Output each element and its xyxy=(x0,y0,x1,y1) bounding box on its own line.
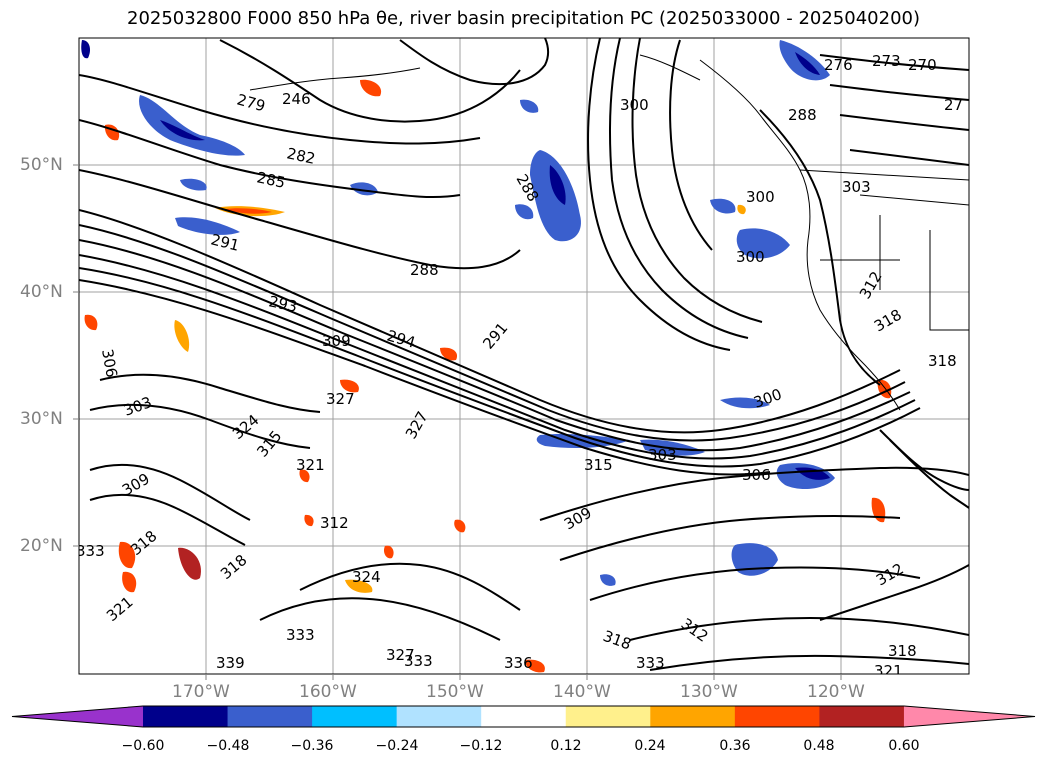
contour-label: 300 xyxy=(736,248,765,266)
contour-label: 300 xyxy=(746,188,775,206)
lat-label: 20°N xyxy=(20,536,63,556)
lon-label: 130°W xyxy=(680,682,738,702)
contour-label: 246 xyxy=(282,90,311,108)
contour-label: 282 xyxy=(285,144,317,168)
contour-label: 324 xyxy=(352,568,381,586)
contour-label: 321 xyxy=(874,662,903,680)
lon-label: 160°W xyxy=(299,682,357,702)
precip-positive-shading xyxy=(84,79,892,673)
contour-label: 303 xyxy=(648,446,677,464)
colorbar-tick-label: −0.60 xyxy=(121,738,165,754)
contour-label: 333 xyxy=(636,654,665,672)
contour-label: 333 xyxy=(286,626,315,644)
contour-label: 327 xyxy=(386,646,415,664)
contour-label: 318 xyxy=(888,642,917,660)
colorbar-tick-label: 0.24 xyxy=(634,738,666,754)
contour-label: 315 xyxy=(584,456,613,474)
contour-label: 293 xyxy=(267,292,299,316)
contour-label: 288 xyxy=(788,106,817,124)
contour-label: 288 xyxy=(410,261,439,279)
contour-label: 273 xyxy=(872,52,901,70)
contour-labels: 279 246 282 285 291 293 288 294 309 291 … xyxy=(76,52,963,680)
contour-label: 333 xyxy=(76,542,105,560)
coastlines xyxy=(249,54,969,411)
colorbar-tick-label: −0.24 xyxy=(375,738,419,754)
contour-label: 327 xyxy=(326,390,355,408)
contour-label: 321 xyxy=(296,456,325,474)
colorbar-tick-label: −0.48 xyxy=(206,738,250,754)
lat-label: 40°N xyxy=(20,282,63,302)
colorbar-tick-label: 0.48 xyxy=(803,738,835,754)
lat-label: 30°N xyxy=(20,409,63,429)
chart-title: 2025032800 F000 850 hPa θe, river basin … xyxy=(127,8,920,29)
contour-label: 336 xyxy=(504,654,533,672)
contour-label: 270 xyxy=(908,56,937,74)
lon-label: 150°W xyxy=(426,682,484,702)
theta-e-contours xyxy=(79,38,969,671)
contour-label: 312 xyxy=(320,514,349,532)
colorbar-tick-label: 0.12 xyxy=(550,738,582,754)
contour-label: 306 xyxy=(742,466,771,484)
axis-ticks xyxy=(73,164,842,680)
colorbar-tick-label: −0.12 xyxy=(459,738,503,754)
lon-label: 170°W xyxy=(172,682,230,702)
contour-label: 300 xyxy=(620,96,649,114)
contour-label: 333 xyxy=(404,652,433,670)
lat-label: 50°N xyxy=(20,155,63,175)
contour-label: 318 xyxy=(928,352,957,370)
colorbar-tick-label: −0.36 xyxy=(290,738,334,754)
contour-label: 285 xyxy=(255,168,287,192)
contour-label: 27 xyxy=(944,96,963,114)
contour-label: 303 xyxy=(842,178,871,196)
lon-label: 140°W xyxy=(553,682,611,702)
map-frame xyxy=(78,37,970,675)
lon-label: 120°W xyxy=(807,682,865,702)
colorbar-tick-label: 0.60 xyxy=(888,738,920,754)
colorbar-tick-label: 0.36 xyxy=(719,738,751,754)
contour-label: 276 xyxy=(824,56,853,74)
contour-label: 306 xyxy=(98,348,121,379)
contour-label: 309 xyxy=(322,332,351,350)
contour-label: 339 xyxy=(216,654,245,672)
